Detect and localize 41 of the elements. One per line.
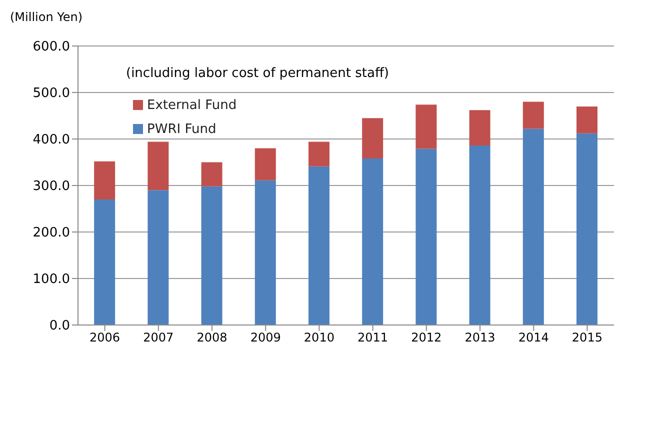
- bar: [362, 118, 384, 159]
- bar: [416, 148, 437, 325]
- y-tick-label: 0.0: [49, 318, 70, 334]
- y-tick-label: 200.0: [32, 226, 70, 241]
- bar: [416, 104, 437, 149]
- y-tick-label: 400.0: [32, 132, 70, 148]
- bar: [254, 180, 276, 325]
- bar: [522, 128, 544, 325]
- bar: [469, 110, 490, 146]
- legend-label: External Fund: [147, 98, 237, 112]
- x-tick-label: 2014: [518, 330, 549, 345]
- x-tick-label: 2006: [90, 330, 120, 345]
- bar: [148, 142, 169, 190]
- y-tick-label: 100.0: [32, 272, 70, 288]
- bar: [522, 102, 544, 129]
- x-tick-label: 2012: [411, 330, 442, 345]
- y-tick-label: 500.0: [32, 86, 70, 102]
- bar: [576, 133, 598, 325]
- bar: [148, 190, 169, 325]
- bar: [254, 148, 276, 180]
- x-tick-label: 2008: [196, 330, 228, 345]
- x-tick-label: 2007: [143, 330, 174, 345]
- x-tick-label: 2015: [572, 330, 602, 345]
- bar: [576, 106, 598, 134]
- bar: [201, 162, 222, 186]
- legend-label: PWRI Fund: [147, 122, 216, 136]
- bar: [308, 142, 330, 166]
- annotation: (including labor cost of permanent staff): [126, 66, 390, 81]
- x-tick-label: 2013: [464, 330, 496, 345]
- x-tick-label: 2010: [304, 330, 334, 345]
- y-axis-title: (Million Yen): [10, 10, 83, 24]
- y-tick-label: 600.0: [32, 40, 70, 55]
- y-tick-label: 300.0: [32, 179, 70, 194]
- bar: [94, 199, 116, 325]
- bar: [469, 146, 490, 325]
- bar: [362, 158, 384, 325]
- x-tick-label: 2011: [358, 330, 388, 345]
- x-tick-label: 2009: [250, 330, 281, 345]
- bar: [94, 161, 116, 200]
- bar: [201, 186, 222, 325]
- bar: [308, 166, 330, 325]
